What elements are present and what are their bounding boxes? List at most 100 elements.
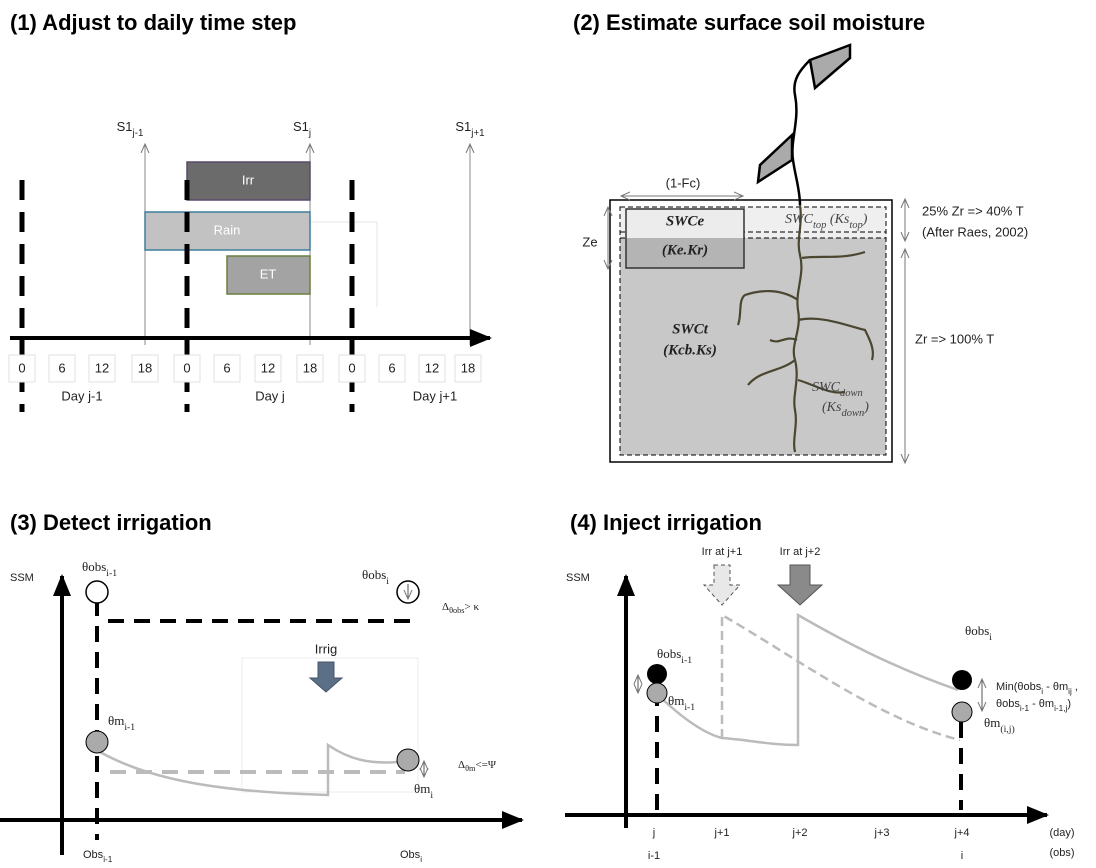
text-part: (Ks [822,400,842,415]
hour-row: 0 6 12 18 0 6 12 18 0 6 12 18 [8,354,482,383]
hour-cell [173,354,201,383]
model-j1 [720,612,961,742]
s1-label: S1j+1 [455,119,484,139]
ze-label: Ze [582,234,597,249]
day-label: Day j+1 [413,388,457,403]
obs-label: θobsi-1 [657,646,692,666]
subscript: j+1 [470,128,484,139]
kekr: (Ke.Kr) [662,242,708,258]
model-label: θmi [414,781,433,801]
y-label: SSM [566,572,590,584]
day-tick: j [652,827,655,839]
hour-label: 0 [183,360,190,375]
text-part: , [1072,681,1078,693]
day-label: Day j [255,388,285,403]
text-part: SWC [812,380,841,395]
panel-3: (3) Detect irrigation SSM θobsi-1 θobsi … [0,510,524,864]
text-part: ) [863,400,869,415]
subscript: i [1041,687,1043,696]
roots [736,204,874,453]
model-curve [99,742,399,797]
irr-bar [186,161,311,201]
reference: (After Raes, 2002) [922,224,1028,239]
obs-tick: i-1 [648,850,660,862]
irr-arrow-j1 [702,564,742,606]
hour-label: 6 [223,360,230,375]
subscript: top [849,220,862,231]
top-zone: 25% Zr => 40% T [922,203,1024,218]
panel-4: (4) Inject irrigation SSM Irr at j+1 Irr… [565,510,1078,862]
x-label: Obsi [400,849,422,863]
obs-point [85,580,109,604]
evap-box [625,208,745,269]
panel-title: (2) Estimate surface soil moisture [573,10,925,35]
hour-cell [88,354,116,383]
text-part: (Ks [826,212,850,227]
hour-label: 6 [58,360,65,375]
model-j2 [659,612,959,747]
obs-label: θobsi [965,623,992,643]
subscript: j [308,128,311,139]
subscript: (i,j) [1000,724,1014,735]
kcbks: (Kcb.Ks) [663,342,717,358]
day-unit: (day) [1049,827,1074,839]
subscript: i-1 [684,702,695,713]
subscript: i-1 [106,568,117,579]
text-part: Δ [458,759,465,771]
model-label: θmi-1 [108,713,135,733]
hour-cell [48,354,76,383]
subscript: i-1 [681,655,692,666]
subscript: down [840,388,863,399]
text-part: θm [984,715,1000,730]
text-part: θm [414,781,430,796]
obs-tick: i [961,850,963,862]
hour-label: 0 [18,360,25,375]
text-part: S1 [117,119,133,134]
model-point [85,730,109,754]
subscript: θobs [449,606,464,615]
text-part: - θm [1043,681,1068,693]
text-part: - θm [1029,698,1054,710]
irr-arrow-j2 [776,564,824,606]
hour-cell [296,354,324,383]
text-part: SWC [785,212,814,227]
swct: SWCt [672,321,709,337]
obs-label: θobsi-1 [82,559,117,579]
panel-title: (3) Detect irrigation [10,510,212,535]
hour-label: 12 [95,360,109,375]
inner-box [619,206,887,456]
day-label: Day j-1 [61,388,102,403]
text-part: θobs [996,698,1020,710]
day-tick: j+3 [874,827,890,839]
hour-label: 6 [388,360,395,375]
irrig-arrow [308,661,344,693]
panel-title: (1) Adjust to daily time step [10,10,296,35]
subscript: j-1 [132,128,144,139]
evap-top [626,209,744,238]
hour-cell [131,354,159,383]
root-zone [620,238,886,455]
delta-obs: Δθobs> κ [442,601,479,616]
day-tick: j+1 [714,827,730,839]
panel-2: (2) Estimate surface soil moisture SWCe … [573,10,1028,462]
day-tick: j+2 [792,827,808,839]
obs-point [952,670,972,690]
text-part: Min(θobs [996,681,1042,693]
plant [756,43,852,206]
irr-label: Irr at j+1 [702,546,743,558]
day-tick: j+4 [954,827,970,839]
text-part: θobs [657,646,681,661]
subscript: i-1 [103,855,113,863]
text-part: Obs [83,849,104,861]
hour-cell [338,354,366,383]
min-formula: Min(θobsi - θmij , [996,681,1078,696]
hour-cell [213,354,241,383]
subscript: i [420,855,422,863]
hour-cell [8,354,36,383]
swc-down: SWCdown [812,380,863,399]
subscript: θm [465,764,476,773]
hour-label: 18 [138,360,152,375]
irr-label: Irr at j+2 [780,546,821,558]
obs-label: θobsi [362,567,389,587]
panel-title: (4) Inject irrigation [570,510,762,535]
